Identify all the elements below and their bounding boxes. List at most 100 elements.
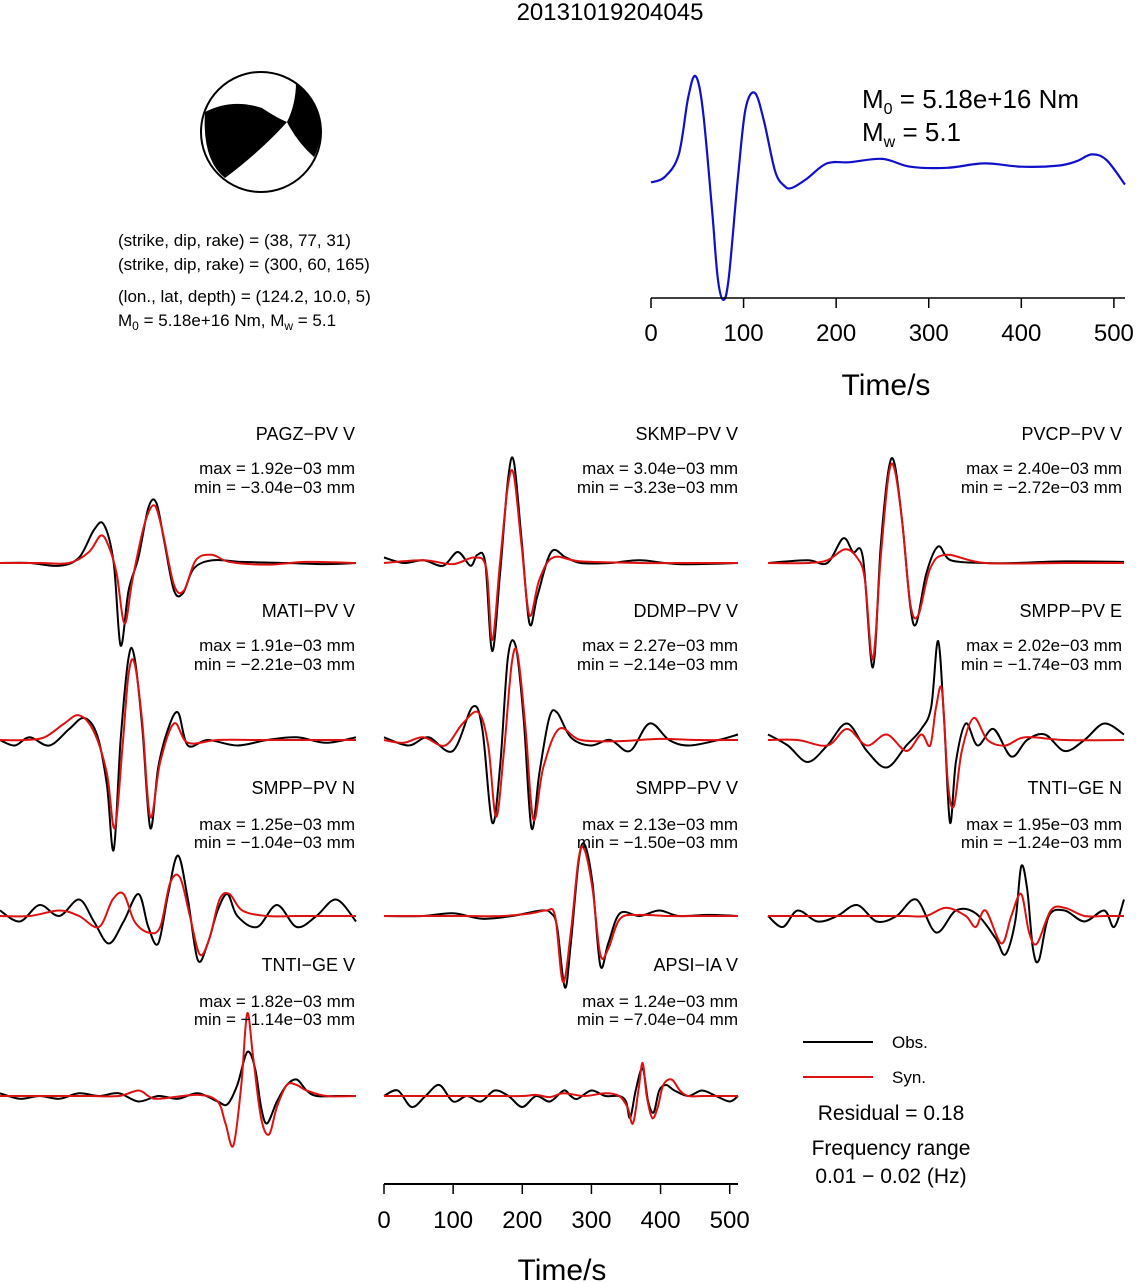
stf-tick-label: 200 (816, 320, 856, 347)
station-min-amplitude: min = −1.04e−03 mm (194, 833, 355, 852)
station-label: TNTI−GE V (261, 955, 355, 975)
synthetic-waveform (383, 647, 739, 822)
station-min-amplitude: min = −1.74e−03 mm (961, 655, 1122, 674)
observed-waveform (767, 864, 1125, 964)
station-max-amplitude: max = 3.04e−03 mm (582, 459, 738, 478)
observed-waveform (383, 456, 739, 653)
station-max-amplitude: max = 1.24e−03 mm (582, 992, 738, 1011)
station-label: SMPP−PV N (251, 778, 355, 798)
stf-tick-label: 500 (1094, 320, 1134, 347)
station-label: MATI−PV V (262, 601, 355, 621)
waveform-tick-label: 300 (571, 1207, 611, 1234)
waveform-tick-label: 200 (502, 1207, 542, 1234)
stf-series-line (650, 74, 1126, 302)
stf-tick-label: 300 (909, 320, 949, 347)
legend: Obs. Syn. (803, 1033, 928, 1087)
station-max-amplitude: max = 1.25e−03 mm (199, 815, 355, 834)
frequency-range-title: Frequency range (812, 1137, 971, 1160)
waveform-x-axis-title: Time/s (518, 1254, 607, 1283)
hypocenter-location: (lon., lat, depth) = (124.2, 10.0, 5) (118, 287, 371, 306)
station-min-amplitude: min = −7.04e−04 mm (577, 1010, 738, 1029)
station-label: TNTI−GE N (1027, 778, 1122, 798)
station-label: SMPP−PV V (635, 778, 738, 798)
station-min-amplitude: min = −1.14e−03 mm (194, 1010, 355, 1029)
stf-x-axis-title: Time/s (842, 369, 931, 402)
synthetic-waveform (767, 685, 1125, 809)
synthetic-waveform (0, 658, 356, 830)
waveform-tick-label: 500 (710, 1207, 750, 1234)
station-min-amplitude: min = −2.21e−03 mm (194, 655, 355, 674)
figure-title: 20131019204045 (517, 0, 704, 26)
nodal-plane-1: (strike, dip, rake) = (38, 77, 31) (118, 231, 351, 250)
station-max-amplitude: max = 1.95e−03 mm (966, 815, 1122, 834)
legend-obs-label: Obs. (892, 1033, 928, 1052)
legend-syn-label: Syn. (892, 1068, 926, 1087)
stf-tick-label: 0 (644, 320, 657, 347)
synthetic-waveform (767, 462, 1124, 661)
frequency-range-value: 0.01 − 0.02 (Hz) (815, 1165, 966, 1188)
synthetic-waveform (0, 873, 356, 957)
station-label: DDMP−PV V (633, 601, 738, 621)
observed-waveform (0, 1050, 356, 1125)
station-max-amplitude: max = 2.40e−03 mm (966, 459, 1122, 478)
station-max-amplitude: max = 2.02e−03 mm (966, 636, 1122, 655)
station-max-amplitude: max = 1.91e−03 mm (199, 636, 355, 655)
focal-mechanism-beachball (200, 71, 322, 193)
station-max-amplitude: max = 2.13e−03 mm (582, 815, 738, 834)
beachball-compression-quadrant-1 (204, 103, 287, 178)
beachball-compression-quadrant-2 (287, 82, 321, 157)
moment-magnitude-line: M0 = 5.18e+16 Nm, Mw = 5.1 (118, 311, 336, 333)
station-min-amplitude: min = −1.50e−03 mm (577, 833, 738, 852)
station-label: SKMP−PV V (635, 424, 738, 444)
observed-waveform (767, 457, 1125, 669)
synthetic-waveform (0, 1012, 357, 1148)
stf-x-ticks: 0 100 200 300 400 500 (644, 298, 1134, 347)
synthetic-waveform (383, 469, 738, 642)
nodal-plane-2: (strike, dip, rake) = (300, 60, 165) (118, 255, 370, 274)
station-min-amplitude: min = −1.24e−03 mm (961, 833, 1122, 852)
station-max-amplitude: max = 1.82e−03 mm (199, 992, 355, 1011)
residual-text: Residual = 0.18 (818, 1102, 965, 1125)
synthetic-waveform (767, 892, 1124, 946)
inversion-summary: Residual = 0.18 Frequency range 0.01 − 0… (812, 1102, 971, 1188)
observed-waveform (0, 854, 357, 963)
station-max-amplitude: max = 1.92e−03 mm (199, 459, 355, 478)
synthetic-waveform (383, 845, 738, 984)
station-min-amplitude: min = −3.04e−03 mm (194, 478, 355, 497)
source-info: (strike, dip, rake) = (38, 77, 31) (stri… (118, 231, 371, 333)
stf-tick-label: 100 (724, 320, 764, 347)
synthetic-waveform (0, 504, 357, 625)
station-label: PAGZ−PV V (256, 424, 355, 444)
waveform-tick-label: 0 (377, 1207, 390, 1234)
station-label: APSI−IA V (653, 955, 738, 975)
waveform-tick-label: 400 (641, 1207, 681, 1234)
waveform-time-axis: 0 100 200 300 400 500 Time/s (377, 1183, 750, 1283)
station-min-amplitude: min = −2.72e−03 mm (961, 478, 1122, 497)
stf-tick-label: 400 (1001, 320, 1041, 347)
source-time-function-plot: M0 = 5.18e+16 Nm Mw = 5.1 0 100 200 300 400 5… (644, 74, 1134, 402)
station-label: SMPP−PV E (1019, 601, 1122, 621)
synthetic-waveform (383, 1061, 738, 1125)
stf-scalar-moment: M0 = 5.18e+16 Nm (862, 84, 1079, 118)
observed-waveform (0, 498, 357, 647)
observed-waveform (383, 639, 739, 831)
station-min-amplitude: min = −3.23e−03 mm (577, 478, 738, 497)
stf-moment-magnitude: Mw = 5.1 (862, 117, 961, 151)
station-max-amplitude: max = 2.27e−03 mm (582, 636, 738, 655)
observed-waveform (383, 1067, 739, 1120)
waveform-x-ticks: 0 100 200 300 400 500 (377, 1184, 750, 1234)
station-label: PVCP−PV V (1021, 424, 1122, 444)
